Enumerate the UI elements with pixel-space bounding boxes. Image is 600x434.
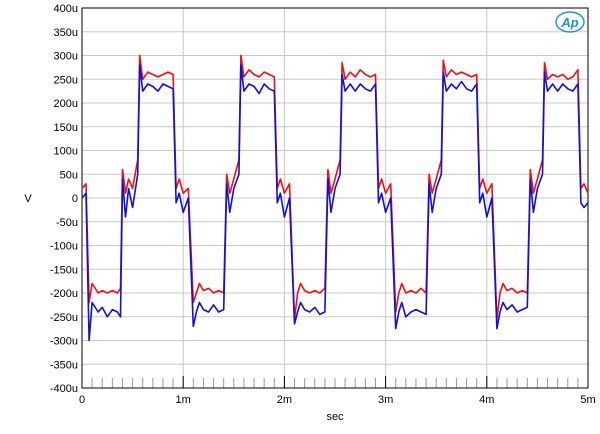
y-tick-label: -100u — [50, 241, 78, 253]
x-tick-labels: 0 1m 2m 3m 4m 5m — [79, 394, 596, 406]
y-tick-label: 150u — [54, 122, 78, 134]
y-tick-label: 350u — [54, 27, 78, 39]
y-tick-label: 400u — [54, 3, 78, 15]
x-tick-label: 2m — [277, 394, 292, 406]
y-tick-labels: 400u 350u 300u 250u 200u 150u 100u 50u 0 -50u -100… — [50, 3, 78, 395]
x-tick-label: 3m — [378, 394, 393, 406]
x-tick-label: 4m — [479, 394, 494, 406]
y-axis-label: V — [24, 193, 32, 205]
y-tick-label: 0 — [72, 193, 78, 205]
y-tick-label: -150u — [50, 264, 78, 276]
y-tick-label: -250u — [50, 312, 78, 324]
y-tick-label: -200u — [50, 288, 78, 300]
x-axis-label: sec — [326, 411, 344, 423]
y-tick-label: 250u — [54, 74, 78, 86]
grid — [81, 7, 589, 389]
y-tick-label: -400u — [50, 383, 78, 395]
ap-logo-icon: Ap — [555, 11, 585, 33]
x-tick-label: 5m — [580, 394, 595, 406]
series-layer — [81, 54, 589, 342]
y-tick-label: -50u — [56, 217, 78, 229]
y-tick-label: -300u — [50, 336, 78, 348]
ap-logo-text: Ap — [560, 15, 578, 30]
y-tick-label: 50u — [60, 169, 78, 181]
y-tick-label: -350u — [50, 359, 78, 371]
y-tick-label: 200u — [54, 98, 78, 110]
minor-ticks — [91, 376, 579, 388]
x-tick-label: 0 — [79, 394, 85, 406]
y-tick-label: 300u — [54, 51, 78, 63]
y-tick-label: 100u — [54, 146, 78, 158]
x-tick-label: 1m — [176, 394, 191, 406]
series-line-2 — [81, 64, 589, 342]
series-line-1 — [81, 54, 589, 320]
